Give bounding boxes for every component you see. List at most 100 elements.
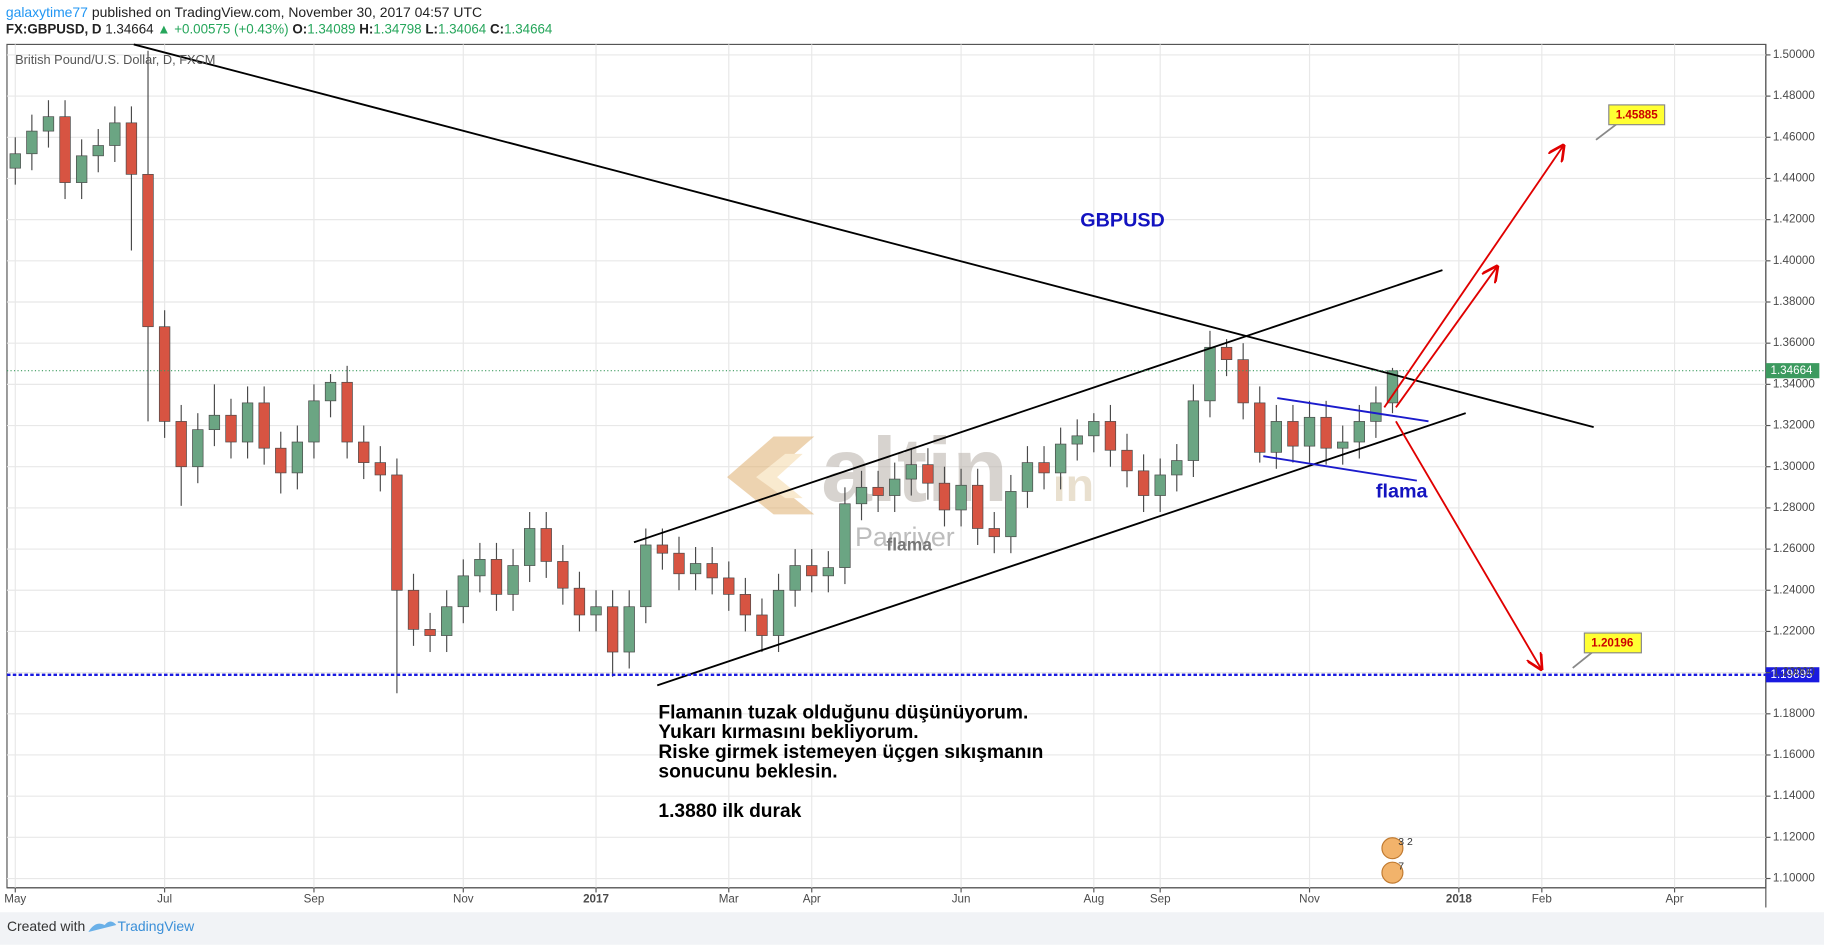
candle-body [358,441,370,463]
x-tick-label: Mar [719,892,739,905]
note-line: Yukarı kırmasını bekliyorum. [658,722,918,743]
horizontal-line-tag [1765,667,1820,683]
candle-body [1353,421,1365,443]
candle-body [524,528,536,566]
y-tick-label: 1.30000 [1773,460,1816,473]
candle-body [689,563,702,575]
candle-body [142,173,154,328]
candle-body [1005,491,1017,538]
close: 1.34664 [504,21,553,36]
x-tick-label: Jul [157,892,172,905]
note-line: 1.3880 ilk durak [658,801,801,822]
note-line: Flamanın tuzak olduğunu düşünüyorum. [658,702,1028,723]
target-down: 1.20196 [1591,637,1634,650]
x-tick-label: Sep [1150,892,1171,905]
candle-body [1154,474,1166,496]
x-tick-label: Nov [1299,892,1320,905]
candle-body [756,614,768,636]
candle-body [1220,346,1233,361]
flag-lower [1263,455,1418,482]
drawings [133,43,1621,687]
y-tick-label: 1.10000 [1773,872,1816,885]
arrow-up [1383,146,1563,408]
symbol-line: FX:GBPUSD, D 1.34664 ▲ +0.00575 (+0.43%)… [6,21,553,36]
chart-title: British Pound/U.S. Dollar, D, FXCM [15,52,215,67]
candle-body [374,462,386,476]
badge-icon[interactable] [1381,861,1404,884]
watermark-logo-inner [756,453,803,499]
open: 1.34089 [307,21,355,36]
brand[interactable]: TradingView [117,918,195,934]
symbol: FX:GBPUSD, D [6,21,102,36]
candle-body [822,567,834,577]
trend-line [133,43,1594,429]
watermark-flag: flama [886,534,932,554]
x-tick-label: 2018 [1446,892,1472,905]
arrow-up-short [1395,267,1497,408]
y-tick-label: 1.40000 [1773,254,1816,267]
last-price-label: 1.34664 [1770,364,1813,377]
candle-body [291,441,304,474]
candle-body [972,484,984,529]
high: 1.34798 [373,21,421,36]
candle-body [258,402,270,449]
candle-body [1104,421,1117,451]
candle-body [125,122,138,175]
candle-body [1071,435,1083,445]
candle-body [59,116,71,183]
candle-body [424,629,436,636]
candle-body [490,559,503,595]
candle-body [92,145,104,157]
candle-body [706,563,718,579]
candle-body [407,589,420,630]
x-tick-label: May [4,892,26,905]
x-tick-label: Aug [1083,892,1104,905]
flag-label: flama [1376,480,1429,502]
candle-body [789,565,801,591]
target-up: 1.45885 [1616,108,1659,121]
candle-body [441,606,453,636]
y-tick-label: 1.48000 [1773,89,1816,102]
y-tick-label: 1.50000 [1773,48,1816,61]
candle-body [324,381,337,402]
author[interactable]: galaxytime77 [6,4,88,20]
candle-body [623,606,635,653]
y-tick-label: 1.22000 [1773,625,1816,638]
x-tick-label: Feb [1532,892,1552,905]
y-tick-label: 1.28000 [1773,501,1816,514]
candle-body [507,565,519,595]
candle-body [457,575,469,608]
candle-body [855,486,868,505]
y-tick-label: 1.44000 [1773,172,1816,185]
arrow-down [1395,420,1541,669]
x-tick-label: Jun [952,892,971,905]
candle-body [341,381,353,443]
badge-count: 3 2 [1398,837,1413,848]
note: Flamanın tuzak olduğunu düşünüyorum. Yuk… [658,702,1043,822]
candle-body [938,482,951,511]
candle-body [175,421,187,468]
candle-body [1088,421,1100,437]
candle-body [192,429,204,468]
candle-body [1254,402,1266,453]
candle-body [26,130,38,155]
y-tick-label: 1.14000 [1773,789,1816,802]
badge-icon[interactable] [1381,837,1404,860]
y-tick-label: 1.16000 [1773,748,1816,761]
y-tick-label: 1.24000 [1773,583,1816,596]
y-tick-label: 1.38000 [1773,295,1816,308]
candle-body [474,559,486,577]
idea-badges[interactable]: 3 2 7 [1381,837,1413,884]
candle-body [889,478,901,496]
flag-upper [1277,397,1429,423]
note-line: sonucunu beklesin. [658,762,837,783]
candle-body [1054,443,1067,474]
published: published on TradingView.com, November 3… [92,4,482,20]
candle-body [225,414,237,443]
candle-body [1320,416,1332,449]
close-label: C: [490,21,504,36]
candle-body [308,400,320,443]
candle-body [42,116,55,132]
y-tick-label: 1.32000 [1773,419,1816,432]
